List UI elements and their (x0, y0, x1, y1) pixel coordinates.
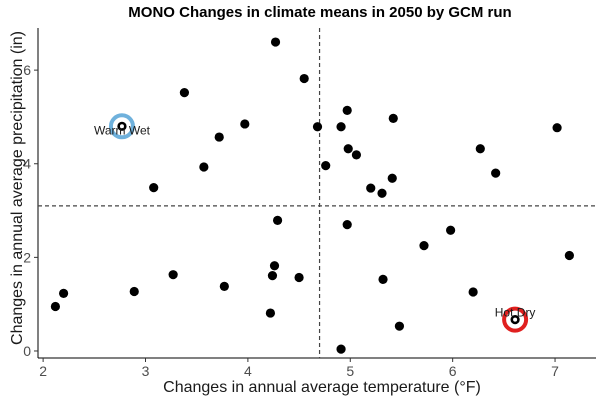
data-point (299, 73, 309, 84)
data-point (312, 122, 323, 132)
highlight-ring (502, 306, 529, 333)
data-point (336, 344, 346, 354)
data-point (419, 241, 429, 251)
data-point (446, 225, 456, 235)
data-point (269, 261, 280, 271)
data-point (468, 287, 478, 297)
data-point (272, 215, 283, 225)
y-tick-label: 0 (23, 343, 31, 359)
data-point (351, 150, 362, 160)
data-point (321, 161, 331, 171)
data-point (491, 168, 501, 178)
data-point (199, 162, 209, 172)
data-point (394, 321, 405, 331)
data-point (129, 286, 139, 297)
data-point (219, 281, 229, 291)
data-point (179, 87, 190, 98)
x-tick-label: 4 (244, 363, 252, 379)
x-tick-label: 5 (346, 363, 354, 379)
data-point (267, 271, 278, 281)
chart-title: MONO Changes in climate means in 2050 by… (128, 4, 511, 21)
data-point (378, 274, 388, 284)
x-axis-label: Changes in annual average temperature (°… (163, 379, 481, 396)
x-tick-label: 2 (39, 363, 47, 379)
x-tick-label: 6 (449, 363, 457, 379)
highlight-point-center (513, 317, 518, 322)
y-axis-label: Changes in annual average precipitation … (9, 31, 26, 345)
y-tick-label: 6 (23, 62, 31, 78)
y-tick-label: 2 (23, 249, 31, 265)
data-point (240, 119, 250, 129)
data-point (149, 183, 159, 193)
data-point (564, 250, 574, 261)
data-point (366, 183, 376, 193)
highlight-ring (108, 113, 135, 140)
data-point (168, 270, 178, 280)
x-tick-label: 7 (551, 363, 559, 379)
highlight-label: Warm Wet (94, 123, 151, 137)
y-tick-label: 4 (23, 156, 31, 172)
data-point (475, 144, 485, 154)
data-point (387, 173, 397, 183)
data-point (294, 272, 304, 283)
data-point (265, 308, 276, 318)
highlight-label: Hot Dry (495, 306, 536, 320)
highlight-point-center (119, 124, 124, 129)
x-tick-label: 3 (142, 363, 150, 379)
data-point (270, 37, 281, 47)
data-point (388, 113, 398, 123)
data-point (336, 122, 346, 132)
data-point (377, 188, 387, 198)
data-point (342, 105, 352, 115)
data-point (343, 144, 353, 154)
data-point (552, 123, 562, 133)
data-point (214, 132, 224, 142)
data-point (342, 219, 352, 230)
data-point (58, 288, 69, 299)
data-point (50, 301, 61, 312)
